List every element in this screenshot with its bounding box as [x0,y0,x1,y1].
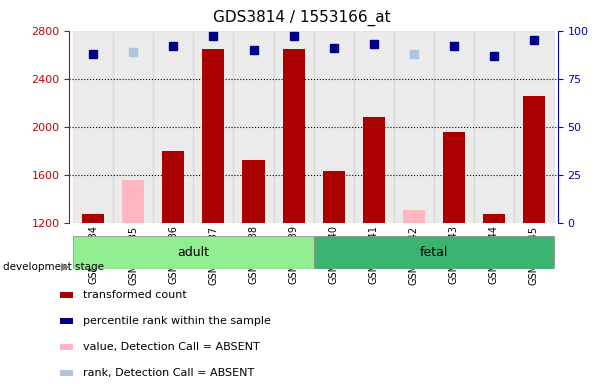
Bar [403,210,425,223]
Bar [74,31,113,223]
Bar [283,49,305,223]
Text: adult: adult [177,246,209,259]
Bar [60,292,73,298]
Text: percentile rank within the sample: percentile rank within the sample [83,316,271,326]
Bar [394,31,434,223]
Text: GDS3814 / 1553166_at: GDS3814 / 1553166_at [213,10,390,26]
Text: transformed count: transformed count [83,290,187,300]
Bar [60,318,73,324]
Bar [314,31,353,223]
Text: fetal: fetal [420,246,448,259]
Bar [514,31,554,223]
Bar [233,31,274,223]
Bar [60,344,73,350]
Bar [443,131,465,223]
Bar [362,117,385,223]
Bar [153,31,194,223]
Bar [83,214,104,223]
Bar [523,96,545,223]
Bar [242,161,265,223]
Bar [162,151,185,223]
Bar [483,214,505,223]
Bar [474,31,514,223]
Bar [323,171,344,223]
Bar [122,180,144,223]
Bar [194,31,233,223]
Bar [203,49,224,223]
Bar [274,31,314,223]
Text: rank, Detection Call = ABSENT: rank, Detection Call = ABSENT [83,368,254,378]
Bar [353,31,394,223]
Bar [314,236,554,269]
Bar [60,370,73,376]
Text: development stage: development stage [3,262,104,272]
Bar [434,31,474,223]
Text: ▶: ▶ [61,262,69,272]
Bar [74,236,314,269]
Bar [113,31,153,223]
Text: value, Detection Call = ABSENT: value, Detection Call = ABSENT [83,342,260,352]
